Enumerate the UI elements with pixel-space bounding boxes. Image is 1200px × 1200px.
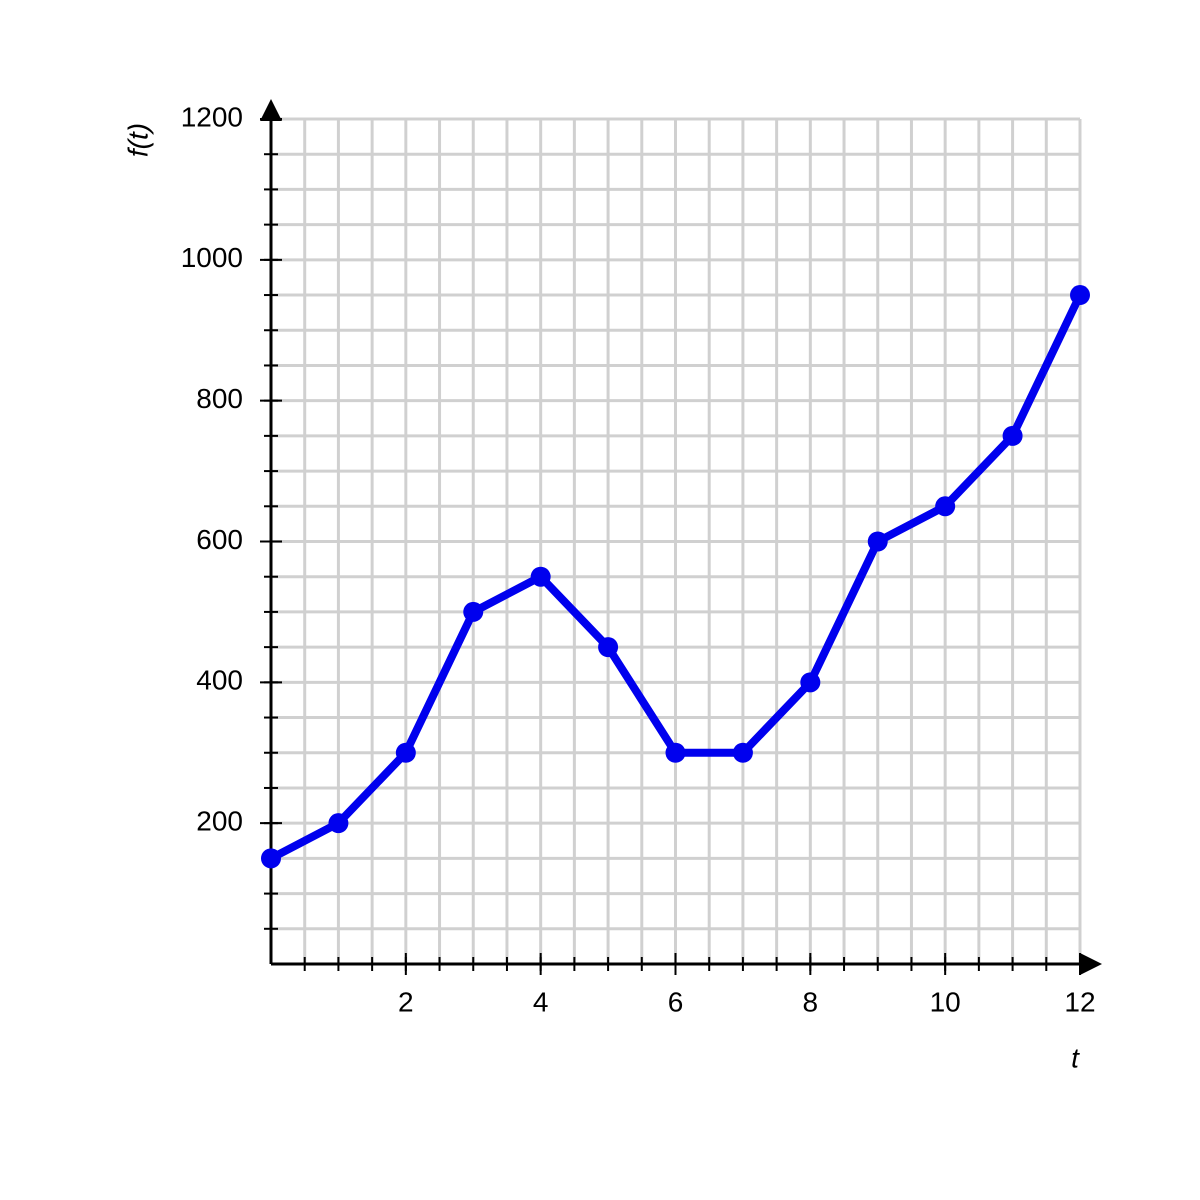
y-tick-label: 1000 <box>181 242 243 273</box>
y-axis-arrow <box>260 99 282 121</box>
data-point <box>1002 425 1023 446</box>
data-point <box>867 531 888 552</box>
data-point <box>598 637 619 658</box>
data-point <box>1070 285 1090 306</box>
x-axis-arrow <box>1080 953 1102 975</box>
x-tick-label: 12 <box>1064 986 1095 1017</box>
data-point <box>463 601 484 622</box>
data-point <box>732 742 753 763</box>
data-point <box>800 672 821 693</box>
x-tick-label: 8 <box>803 986 819 1017</box>
x-tick-label: 10 <box>930 986 961 1017</box>
data-point <box>665 742 686 763</box>
x-tick-label: 2 <box>398 986 414 1017</box>
y-tick-label: 800 <box>196 383 243 414</box>
data-point <box>935 496 956 517</box>
y-tick-label: 200 <box>196 806 243 837</box>
y-tick-label: 600 <box>196 524 243 555</box>
data-point <box>395 742 416 763</box>
x-tick-label: 6 <box>668 986 684 1017</box>
y-axis-label: f(t) <box>122 123 153 157</box>
y-tick-label: 400 <box>196 665 243 696</box>
data-point <box>261 848 281 869</box>
x-axis-label: t <box>1071 1042 1080 1073</box>
data-point <box>328 813 349 834</box>
data-point <box>530 566 551 587</box>
x-tick-label: 4 <box>533 986 549 1017</box>
y-tick-label: 1200 <box>181 101 243 132</box>
